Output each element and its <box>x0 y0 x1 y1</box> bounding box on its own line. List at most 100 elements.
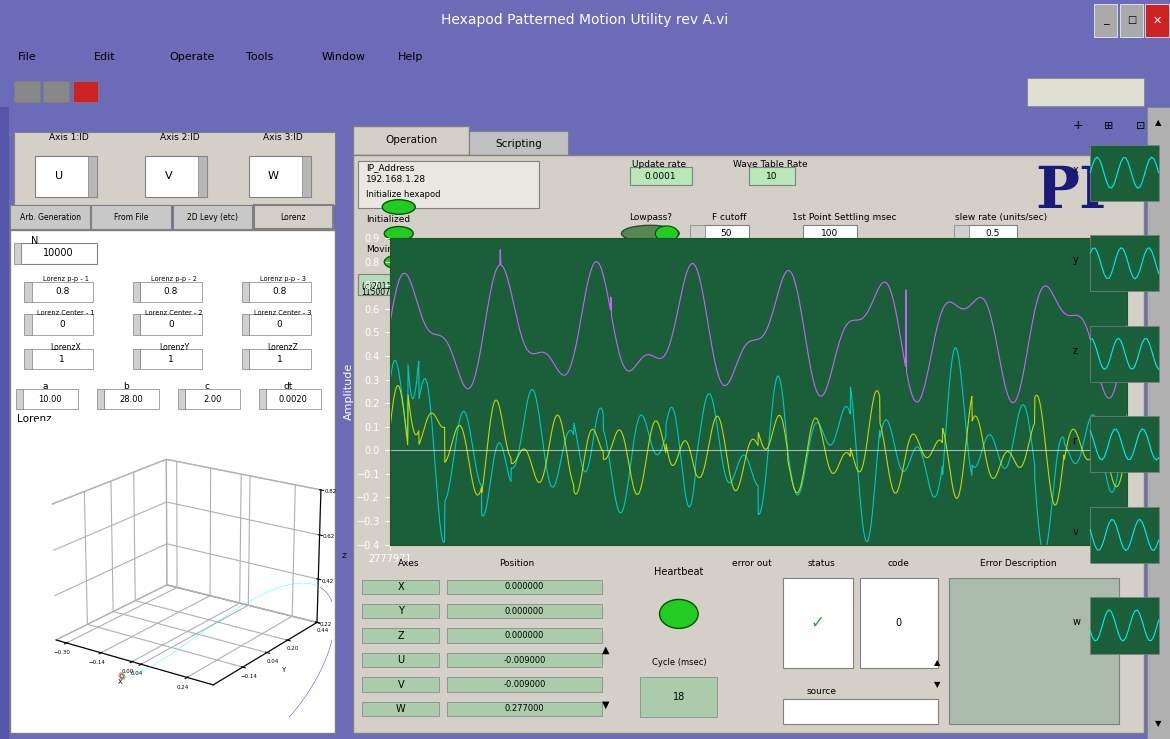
Text: 28.00: 28.00 <box>119 395 143 403</box>
Bar <box>139 349 202 370</box>
Text: -0.009000: -0.009000 <box>503 680 545 689</box>
Text: Lorenz p-p - 3: Lorenz p-p - 3 <box>260 276 307 282</box>
Bar <box>1090 416 1158 472</box>
Bar <box>447 677 601 692</box>
Text: Initialized: Initialized <box>366 215 409 224</box>
Text: 1: 1 <box>168 355 173 364</box>
Bar <box>447 579 601 594</box>
Text: w: w <box>1073 617 1080 627</box>
Bar <box>145 156 207 197</box>
Bar <box>178 389 185 409</box>
Text: 0.8: 0.8 <box>164 287 178 296</box>
Text: Initialize hexapod: Initialize hexapod <box>366 190 440 199</box>
Bar <box>1027 78 1144 106</box>
Bar <box>358 161 539 208</box>
Bar <box>1090 235 1158 291</box>
Text: LorenzX: LorenzX <box>50 343 81 352</box>
Text: (c)2011-2015 Physik Instrumente (PI) GmbH & Co. KG,C-887,: (c)2011-2015 Physik Instrumente (PI) Gmb… <box>362 282 594 291</box>
Ellipse shape <box>383 200 415 214</box>
Ellipse shape <box>711 257 738 273</box>
Text: 0: 0 <box>168 320 173 329</box>
Text: ▲: ▲ <box>1155 118 1162 127</box>
Text: Load: Load <box>640 246 661 255</box>
Text: ▼: ▼ <box>935 680 941 689</box>
Bar <box>133 314 140 335</box>
Text: W: W <box>267 171 278 181</box>
Bar <box>447 653 601 667</box>
Bar <box>786 256 848 273</box>
Bar <box>266 389 321 409</box>
Text: Lorenz: Lorenz <box>18 414 51 423</box>
Text: -0.009000: -0.009000 <box>503 655 545 664</box>
Text: Ready: Ready <box>710 246 738 255</box>
Ellipse shape <box>384 227 413 240</box>
Text: a: a <box>42 382 48 391</box>
Bar <box>25 349 32 370</box>
Bar <box>783 578 853 668</box>
Text: error out: error out <box>732 559 772 568</box>
Text: Window: Window <box>322 52 366 61</box>
Text: Lorenz Center - 1: Lorenz Center - 1 <box>36 310 95 316</box>
Bar <box>1090 507 1158 563</box>
Text: Axis 2:ID: Axis 2:ID <box>159 133 199 142</box>
Bar <box>259 389 267 409</box>
Text: U: U <box>398 655 405 665</box>
Bar <box>302 156 311 197</box>
Text: File: File <box>18 52 36 61</box>
Text: ▼: ▼ <box>1155 719 1162 728</box>
Text: Wave Table Rate: Wave Table Rate <box>732 160 807 168</box>
Text: source: source <box>806 687 837 696</box>
Text: ⊞: ⊞ <box>1104 121 1114 131</box>
Text: 0: 0 <box>60 320 66 329</box>
Text: Heartbeat: Heartbeat <box>654 568 703 577</box>
Ellipse shape <box>384 255 413 269</box>
Text: 10000: 10000 <box>43 248 74 258</box>
Text: From File: From File <box>113 213 149 222</box>
Bar <box>173 205 252 229</box>
Bar <box>15 389 23 409</box>
Text: W: W <box>395 704 406 714</box>
Text: Lorenz p-p - 2: Lorenz p-p - 2 <box>151 276 198 282</box>
Bar <box>363 579 440 594</box>
Bar <box>35 156 97 197</box>
Bar <box>690 225 704 242</box>
Text: IP_Address: IP_Address <box>366 163 414 171</box>
Bar <box>1094 4 1117 36</box>
Bar <box>254 205 333 229</box>
Text: Lowpass?: Lowpass? <box>628 214 672 222</box>
Bar <box>363 628 440 643</box>
Text: 18: 18 <box>673 692 684 702</box>
Bar <box>629 167 691 185</box>
Text: 50000: 50000 <box>803 260 832 269</box>
Text: 1: 1 <box>276 355 282 364</box>
Bar <box>363 702 440 716</box>
X-axis label: X: X <box>118 678 123 684</box>
Bar <box>11 205 90 229</box>
Bar <box>363 653 440 667</box>
Bar <box>640 677 717 717</box>
Bar <box>133 349 140 370</box>
Bar <box>133 282 140 302</box>
Text: slew rate (units/sec): slew rate (units/sec) <box>955 214 1047 222</box>
Ellipse shape <box>655 226 679 241</box>
Text: Lorenz: Lorenz <box>281 213 307 222</box>
Bar <box>949 578 1119 724</box>
Text: Go: Go <box>921 246 932 255</box>
Bar <box>353 126 469 154</box>
Text: Help: Help <box>398 52 424 61</box>
Text: 2D Levy (etc): 2D Levy (etc) <box>187 213 238 222</box>
Bar <box>11 231 335 732</box>
Bar <box>1090 597 1158 653</box>
Text: _: _ <box>1103 16 1108 25</box>
Text: Axes: Axes <box>398 559 419 568</box>
Text: 0.8: 0.8 <box>55 287 69 296</box>
Text: Tools: Tools <box>246 52 273 61</box>
Text: LorenzY: LorenzY <box>159 343 190 352</box>
Text: 10.00: 10.00 <box>39 395 62 403</box>
Text: 0: 0 <box>896 618 902 628</box>
Bar <box>103 389 159 409</box>
Text: V: V <box>398 680 404 689</box>
Bar <box>97 389 104 409</box>
Text: +: + <box>1072 120 1083 132</box>
Text: r: r <box>1073 436 1076 446</box>
